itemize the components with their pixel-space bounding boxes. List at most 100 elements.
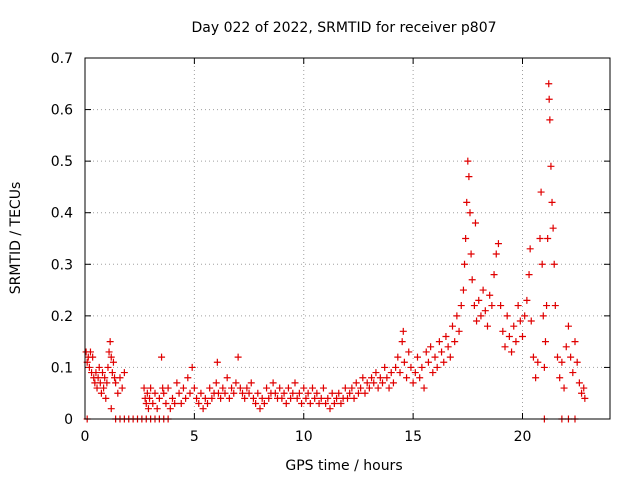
data-point xyxy=(193,394,201,402)
data-point xyxy=(263,384,271,392)
data-point xyxy=(160,389,168,397)
data-point xyxy=(247,379,255,387)
grid-layer xyxy=(85,58,610,419)
data-point xyxy=(245,389,253,397)
data-point xyxy=(186,389,194,397)
data-point xyxy=(147,384,155,392)
data-point xyxy=(143,389,151,397)
data-point xyxy=(490,271,498,279)
y-tick-label: 0.3 xyxy=(51,257,73,273)
data-point xyxy=(146,394,154,402)
data-point xyxy=(230,389,238,397)
data-point xyxy=(538,260,546,268)
data-point xyxy=(236,384,244,392)
data-point xyxy=(361,389,369,397)
data-point xyxy=(501,343,509,351)
data-point xyxy=(105,348,113,356)
data-point xyxy=(352,379,360,387)
data-point xyxy=(142,400,150,408)
data-point xyxy=(99,369,106,377)
data-point xyxy=(549,224,557,232)
chart-title: Day 022 of 2022, SRMTID for receiver p80… xyxy=(191,20,496,36)
data-point xyxy=(333,394,341,402)
data-point xyxy=(151,389,159,397)
data-point xyxy=(389,379,397,387)
data-point xyxy=(580,384,588,392)
data-point xyxy=(208,394,216,402)
x-tick-label: 20 xyxy=(514,429,532,445)
data-point xyxy=(188,363,196,371)
data-point xyxy=(521,312,529,320)
data-point xyxy=(153,405,161,413)
data-point xyxy=(289,389,297,397)
data-point xyxy=(571,338,579,346)
data-point xyxy=(350,394,358,402)
data-point xyxy=(109,358,117,366)
data-point xyxy=(494,240,502,248)
data-point xyxy=(365,384,373,392)
data-point xyxy=(85,363,93,371)
data-point xyxy=(171,400,179,408)
data-point xyxy=(94,374,102,382)
data-point xyxy=(357,384,365,392)
data-point xyxy=(204,400,211,408)
data-point xyxy=(214,389,222,397)
x-axis-label: GPS time / hours xyxy=(285,458,402,474)
data-point xyxy=(164,384,172,392)
data-point xyxy=(516,317,524,325)
data-point xyxy=(414,353,421,361)
data-point xyxy=(341,384,349,392)
y-tick-label: 0.4 xyxy=(51,206,73,222)
data-point xyxy=(309,384,316,392)
data-point xyxy=(558,358,566,366)
data-point xyxy=(162,400,170,408)
data-point xyxy=(269,379,277,387)
data-point xyxy=(473,317,481,325)
data-point xyxy=(470,302,478,310)
data-point xyxy=(461,260,469,268)
data-point xyxy=(96,379,104,387)
data-point xyxy=(158,353,166,361)
data-point xyxy=(372,369,380,377)
x-tick-label: 0 xyxy=(81,429,90,445)
data-point xyxy=(462,235,470,242)
data-point xyxy=(249,394,257,402)
data-point xyxy=(534,358,542,366)
data-point xyxy=(239,389,246,397)
data-point xyxy=(315,400,323,408)
data-point xyxy=(548,198,556,206)
data-point xyxy=(118,384,126,392)
data-point xyxy=(551,302,559,310)
data-point xyxy=(337,400,345,408)
data-point xyxy=(484,322,491,330)
y-tick-label: 0.6 xyxy=(51,103,73,119)
data-point xyxy=(359,374,367,382)
data-point xyxy=(213,358,221,366)
data-point xyxy=(385,384,393,392)
data-point xyxy=(328,389,336,397)
data-point xyxy=(547,162,555,170)
data-point xyxy=(525,271,533,279)
data-point xyxy=(459,286,467,294)
data-point xyxy=(532,374,540,382)
data-point xyxy=(463,198,471,206)
y-tick-label: 0.2 xyxy=(51,309,73,325)
data-point xyxy=(544,235,552,242)
data-point xyxy=(324,394,332,402)
data-point xyxy=(284,384,292,392)
data-point xyxy=(523,296,531,304)
data-point xyxy=(114,389,122,397)
data-point xyxy=(108,369,116,377)
data-point xyxy=(201,394,209,402)
y-tick-label: 0.7 xyxy=(51,51,73,67)
data-point xyxy=(313,389,321,397)
data-point xyxy=(543,302,551,310)
data-point xyxy=(467,250,475,258)
data-point xyxy=(319,384,327,392)
data-point xyxy=(363,379,371,387)
data-point xyxy=(86,348,94,356)
data-point xyxy=(106,338,114,346)
data-point xyxy=(435,338,443,346)
data-point xyxy=(322,400,330,408)
